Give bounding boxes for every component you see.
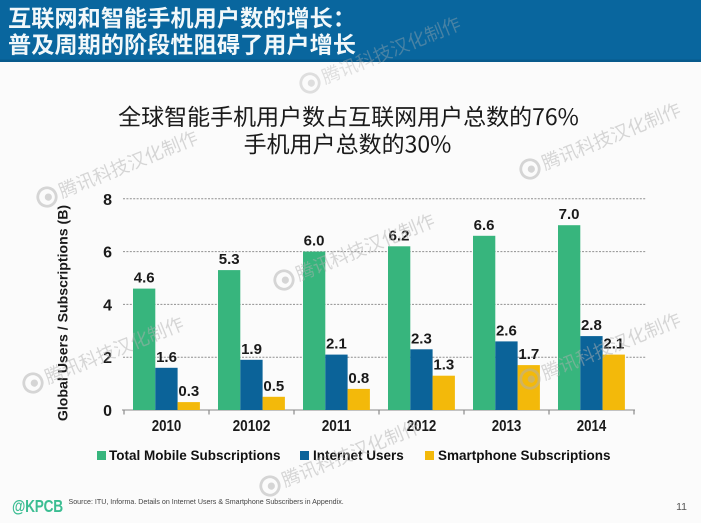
svg-text:20102: 20102 — [233, 418, 271, 435]
svg-text:6.0: 6.0 — [304, 233, 325, 250]
svg-text:1.3: 1.3 — [433, 357, 454, 374]
svg-text:Smartphone Subscriptions: Smartphone Subscriptions — [438, 448, 611, 463]
svg-text:@KPCB: @KPCB — [12, 497, 63, 516]
svg-text:2011: 2011 — [322, 418, 352, 435]
svg-text:2: 2 — [103, 350, 112, 367]
svg-text:2.3: 2.3 — [411, 330, 432, 347]
svg-text:0: 0 — [103, 403, 112, 420]
svg-text:8: 8 — [103, 192, 112, 209]
svg-text:2010: 2010 — [152, 418, 182, 435]
svg-text:Total Mobile Subscriptions: Total Mobile Subscriptions — [109, 448, 281, 463]
svg-text:2.1: 2.1 — [326, 336, 347, 353]
svg-text:7.0: 7.0 — [559, 206, 580, 223]
svg-text:2.6: 2.6 — [496, 322, 517, 339]
svg-text:0.3: 0.3 — [178, 383, 199, 400]
svg-text:Internet Users: Internet Users — [313, 448, 404, 463]
svg-text:2.8: 2.8 — [581, 317, 602, 334]
svg-text:2014: 2014 — [577, 418, 607, 435]
svg-text:0.5: 0.5 — [263, 378, 284, 395]
svg-text:1.6: 1.6 — [156, 349, 177, 366]
svg-text:11: 11 — [676, 501, 687, 513]
svg-text:Global Users / Subscriptions (: Global Users / Subscriptions (B) — [54, 205, 70, 421]
svg-text:0.8: 0.8 — [348, 370, 369, 387]
svg-text:2013: 2013 — [492, 418, 522, 435]
svg-text:5.3: 5.3 — [219, 251, 240, 268]
svg-text:4: 4 — [103, 297, 112, 314]
svg-text:1.9: 1.9 — [241, 341, 262, 358]
svg-text:6: 6 — [103, 245, 112, 262]
svg-text:1.7: 1.7 — [518, 346, 539, 363]
svg-text:4.6: 4.6 — [134, 270, 155, 287]
svg-text:Source: ITU, Informa. Details: Source: ITU, Informa. Details on Interne… — [69, 498, 344, 506]
svg-text:6.6: 6.6 — [474, 217, 495, 234]
svg-text:2012: 2012 — [407, 418, 437, 435]
